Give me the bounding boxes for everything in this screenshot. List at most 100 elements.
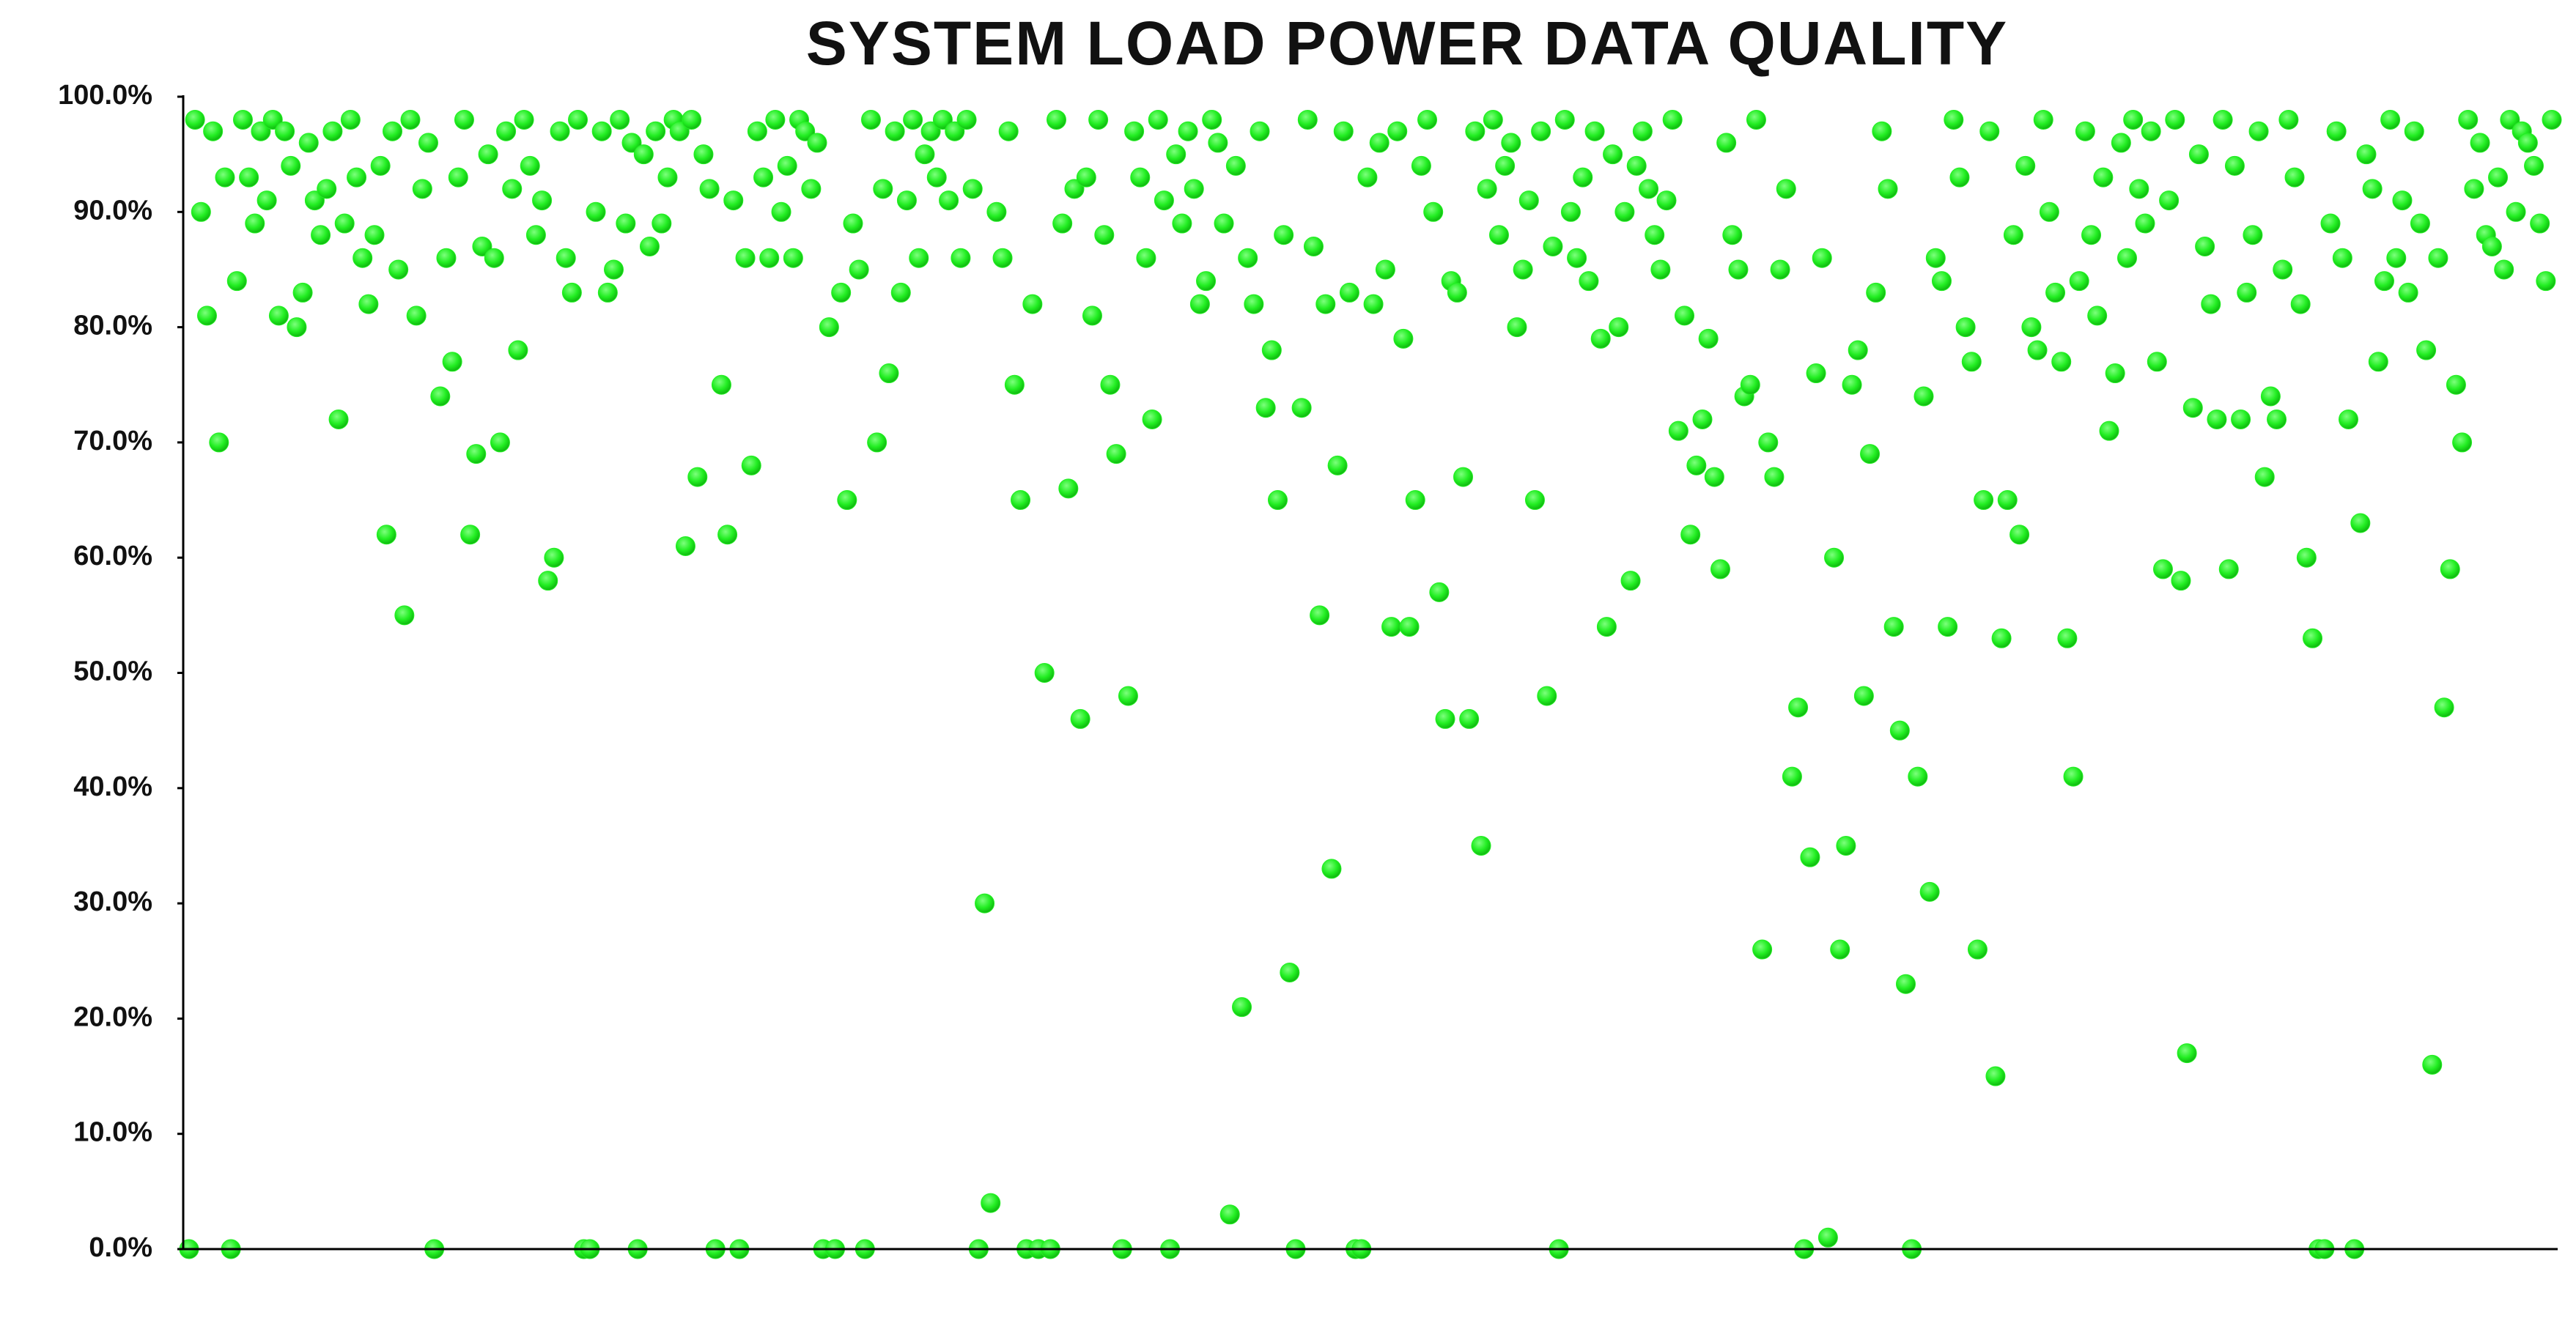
data-point [2081, 225, 2102, 245]
data-point [1142, 409, 1162, 429]
data-point [394, 605, 415, 626]
data-point [1632, 121, 1653, 141]
data-point [1955, 317, 1976, 338]
data-point [616, 213, 636, 234]
data-point [646, 121, 666, 141]
data-point [2201, 294, 2221, 314]
data-point [454, 109, 474, 130]
data-point [1363, 294, 1384, 314]
data-point [2506, 201, 2526, 222]
data-point [1465, 121, 1486, 141]
data-point [2021, 317, 2042, 338]
data-point [2338, 409, 2358, 429]
data-point [1381, 617, 1402, 637]
data-point [1154, 190, 1174, 211]
data-point [867, 432, 887, 453]
data-point [801, 179, 822, 199]
data-point [1274, 225, 1294, 245]
data-point [2237, 282, 2257, 303]
data-point [2273, 259, 2293, 280]
data-point [1052, 213, 1073, 234]
data-point [1776, 179, 1796, 199]
data-point [2129, 179, 2149, 199]
data-point [1991, 628, 2012, 648]
data-point [196, 305, 217, 326]
data-point [765, 109, 786, 130]
data-point [1076, 167, 1096, 188]
data-point [1172, 213, 1192, 234]
data-point [1997, 490, 2018, 511]
data-point [1919, 881, 1940, 902]
data-point [1453, 467, 1474, 487]
data-point [2458, 109, 2479, 130]
data-point [2380, 109, 2401, 130]
data-point [2213, 109, 2233, 130]
data-point [849, 259, 869, 280]
data-point [819, 317, 839, 338]
data-point [1680, 525, 1701, 545]
data-point [430, 386, 451, 407]
data-point [2099, 421, 2119, 441]
data-point [1184, 179, 1204, 199]
data-point [885, 121, 905, 141]
data-point [508, 340, 528, 360]
data-point [1728, 259, 1749, 280]
data-point [783, 248, 803, 268]
data-point [2374, 271, 2394, 292]
data-point [268, 305, 289, 326]
data-point [1764, 467, 1785, 487]
data-point [1483, 109, 1503, 130]
data-point [203, 121, 224, 141]
data-point [406, 305, 427, 326]
data-point [1698, 328, 1719, 349]
data-point [245, 213, 265, 234]
data-point [1495, 155, 1516, 176]
data-point [981, 1193, 1001, 1213]
data-point [2093, 167, 2114, 188]
data-point [2278, 109, 2299, 130]
data-point [1853, 686, 1874, 706]
data-point [1949, 167, 1970, 188]
data-point [2254, 467, 2275, 487]
data-point [1590, 328, 1611, 349]
data-point [1513, 259, 1533, 280]
data-point [1518, 190, 1539, 211]
data-point [1238, 248, 1258, 268]
data-point [520, 155, 540, 176]
data-point [1189, 294, 1210, 314]
y-tick-label: 30.0% [73, 886, 152, 917]
data-point [992, 248, 1013, 268]
data-point [2416, 340, 2437, 360]
data-point [1196, 271, 1217, 292]
data-point [460, 525, 481, 545]
data-point [896, 190, 917, 211]
data-point [2386, 248, 2407, 268]
data-point [2481, 236, 2502, 256]
data-point [412, 179, 432, 199]
data-point [807, 133, 827, 153]
data-point [1579, 271, 1599, 292]
data-point [556, 248, 576, 268]
data-point [1645, 225, 1665, 245]
data-point [1148, 109, 1168, 130]
data-point [652, 213, 672, 234]
data-point [281, 155, 301, 176]
data-point [1291, 398, 1312, 418]
data-point [2517, 133, 2538, 153]
data-point [232, 109, 253, 130]
data-point [2243, 225, 2263, 245]
data-point [1806, 363, 1826, 384]
data-point [1925, 248, 1946, 268]
data-point [986, 201, 1007, 222]
data-point [2152, 559, 2173, 579]
data-point [1620, 571, 1641, 591]
data-point [1459, 708, 1480, 729]
data-point [1573, 167, 1593, 188]
data-point [610, 109, 630, 130]
data-point [1686, 455, 1707, 475]
data-point [400, 109, 421, 130]
data-point [1477, 179, 1497, 199]
data-point [1393, 328, 1414, 349]
data-point [2069, 271, 2089, 292]
data-point [657, 167, 678, 188]
